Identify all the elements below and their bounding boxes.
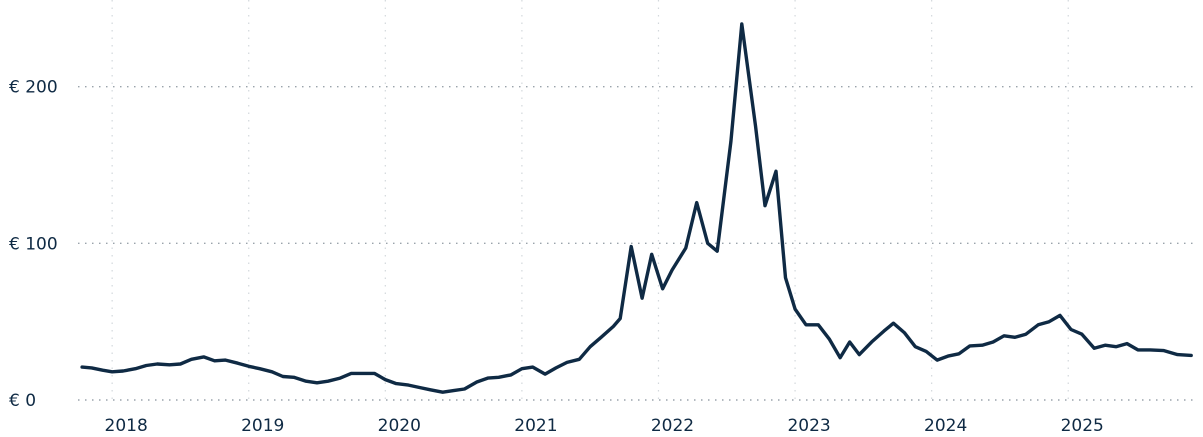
vertical-gridlines bbox=[111, 0, 1069, 404]
x-tick-label-2025: 2025 bbox=[1061, 416, 1104, 436]
series-line-1 bbox=[80, 22, 1193, 394]
x-tick-label-2024: 2024 bbox=[924, 416, 967, 436]
y-tick-label-100: € 100 bbox=[9, 234, 58, 254]
x-tick-label-2021: 2021 bbox=[514, 416, 557, 436]
y-tick-label-200: € 200 bbox=[9, 78, 58, 98]
y-tick-label-0: € 0 bbox=[9, 391, 36, 411]
x-tick-label-2018: 2018 bbox=[105, 416, 148, 436]
x-tick-label-2020: 2020 bbox=[378, 416, 421, 436]
x-tick-label-2022: 2022 bbox=[651, 416, 694, 436]
horizontal-gridlines bbox=[78, 85, 1198, 401]
x-tick-label-2023: 2023 bbox=[787, 416, 830, 436]
series-group bbox=[80, 22, 1193, 394]
x-tick-label-2019: 2019 bbox=[241, 416, 284, 436]
y-axis-tick-labels: € 0 € 100 € 200 bbox=[9, 78, 58, 411]
x-axis-tick-labels: 2018 2019 2020 2021 2022 2023 2024 2025 bbox=[105, 416, 1104, 436]
